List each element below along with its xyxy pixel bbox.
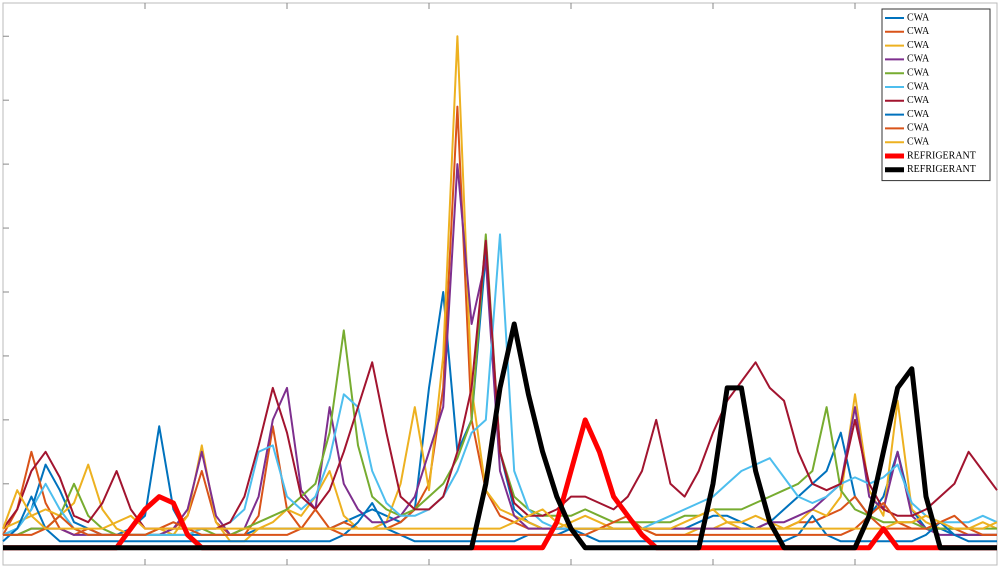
legend-box xyxy=(881,8,991,182)
series-line xyxy=(3,502,997,536)
series-line xyxy=(3,321,997,551)
legend-label: CWA xyxy=(907,67,930,78)
legend: CWA CWA CWA CWA CWA CWA CWA CWA CWA CWA REFRIGERAN… xyxy=(881,8,991,182)
legend-label: CWA xyxy=(907,40,930,51)
axes xyxy=(3,3,856,565)
legend-label: CWA xyxy=(907,12,930,23)
legend-label: CWA xyxy=(907,54,930,65)
legend-label: REFRIGERANT xyxy=(907,150,976,161)
legend-label: CWA xyxy=(907,95,930,106)
series-line xyxy=(2,495,997,543)
legend-label: CWA xyxy=(907,81,930,92)
series-line xyxy=(2,35,998,543)
legend-label: CWA xyxy=(907,123,930,134)
legend-label: REFRIGERANT xyxy=(907,164,976,175)
series-line xyxy=(2,233,998,536)
legend-label: CWA xyxy=(907,26,930,37)
legend-label: CWA xyxy=(907,136,930,147)
plot-lines xyxy=(2,35,998,551)
series-line xyxy=(2,489,998,530)
legend-label: CWA xyxy=(907,109,930,120)
